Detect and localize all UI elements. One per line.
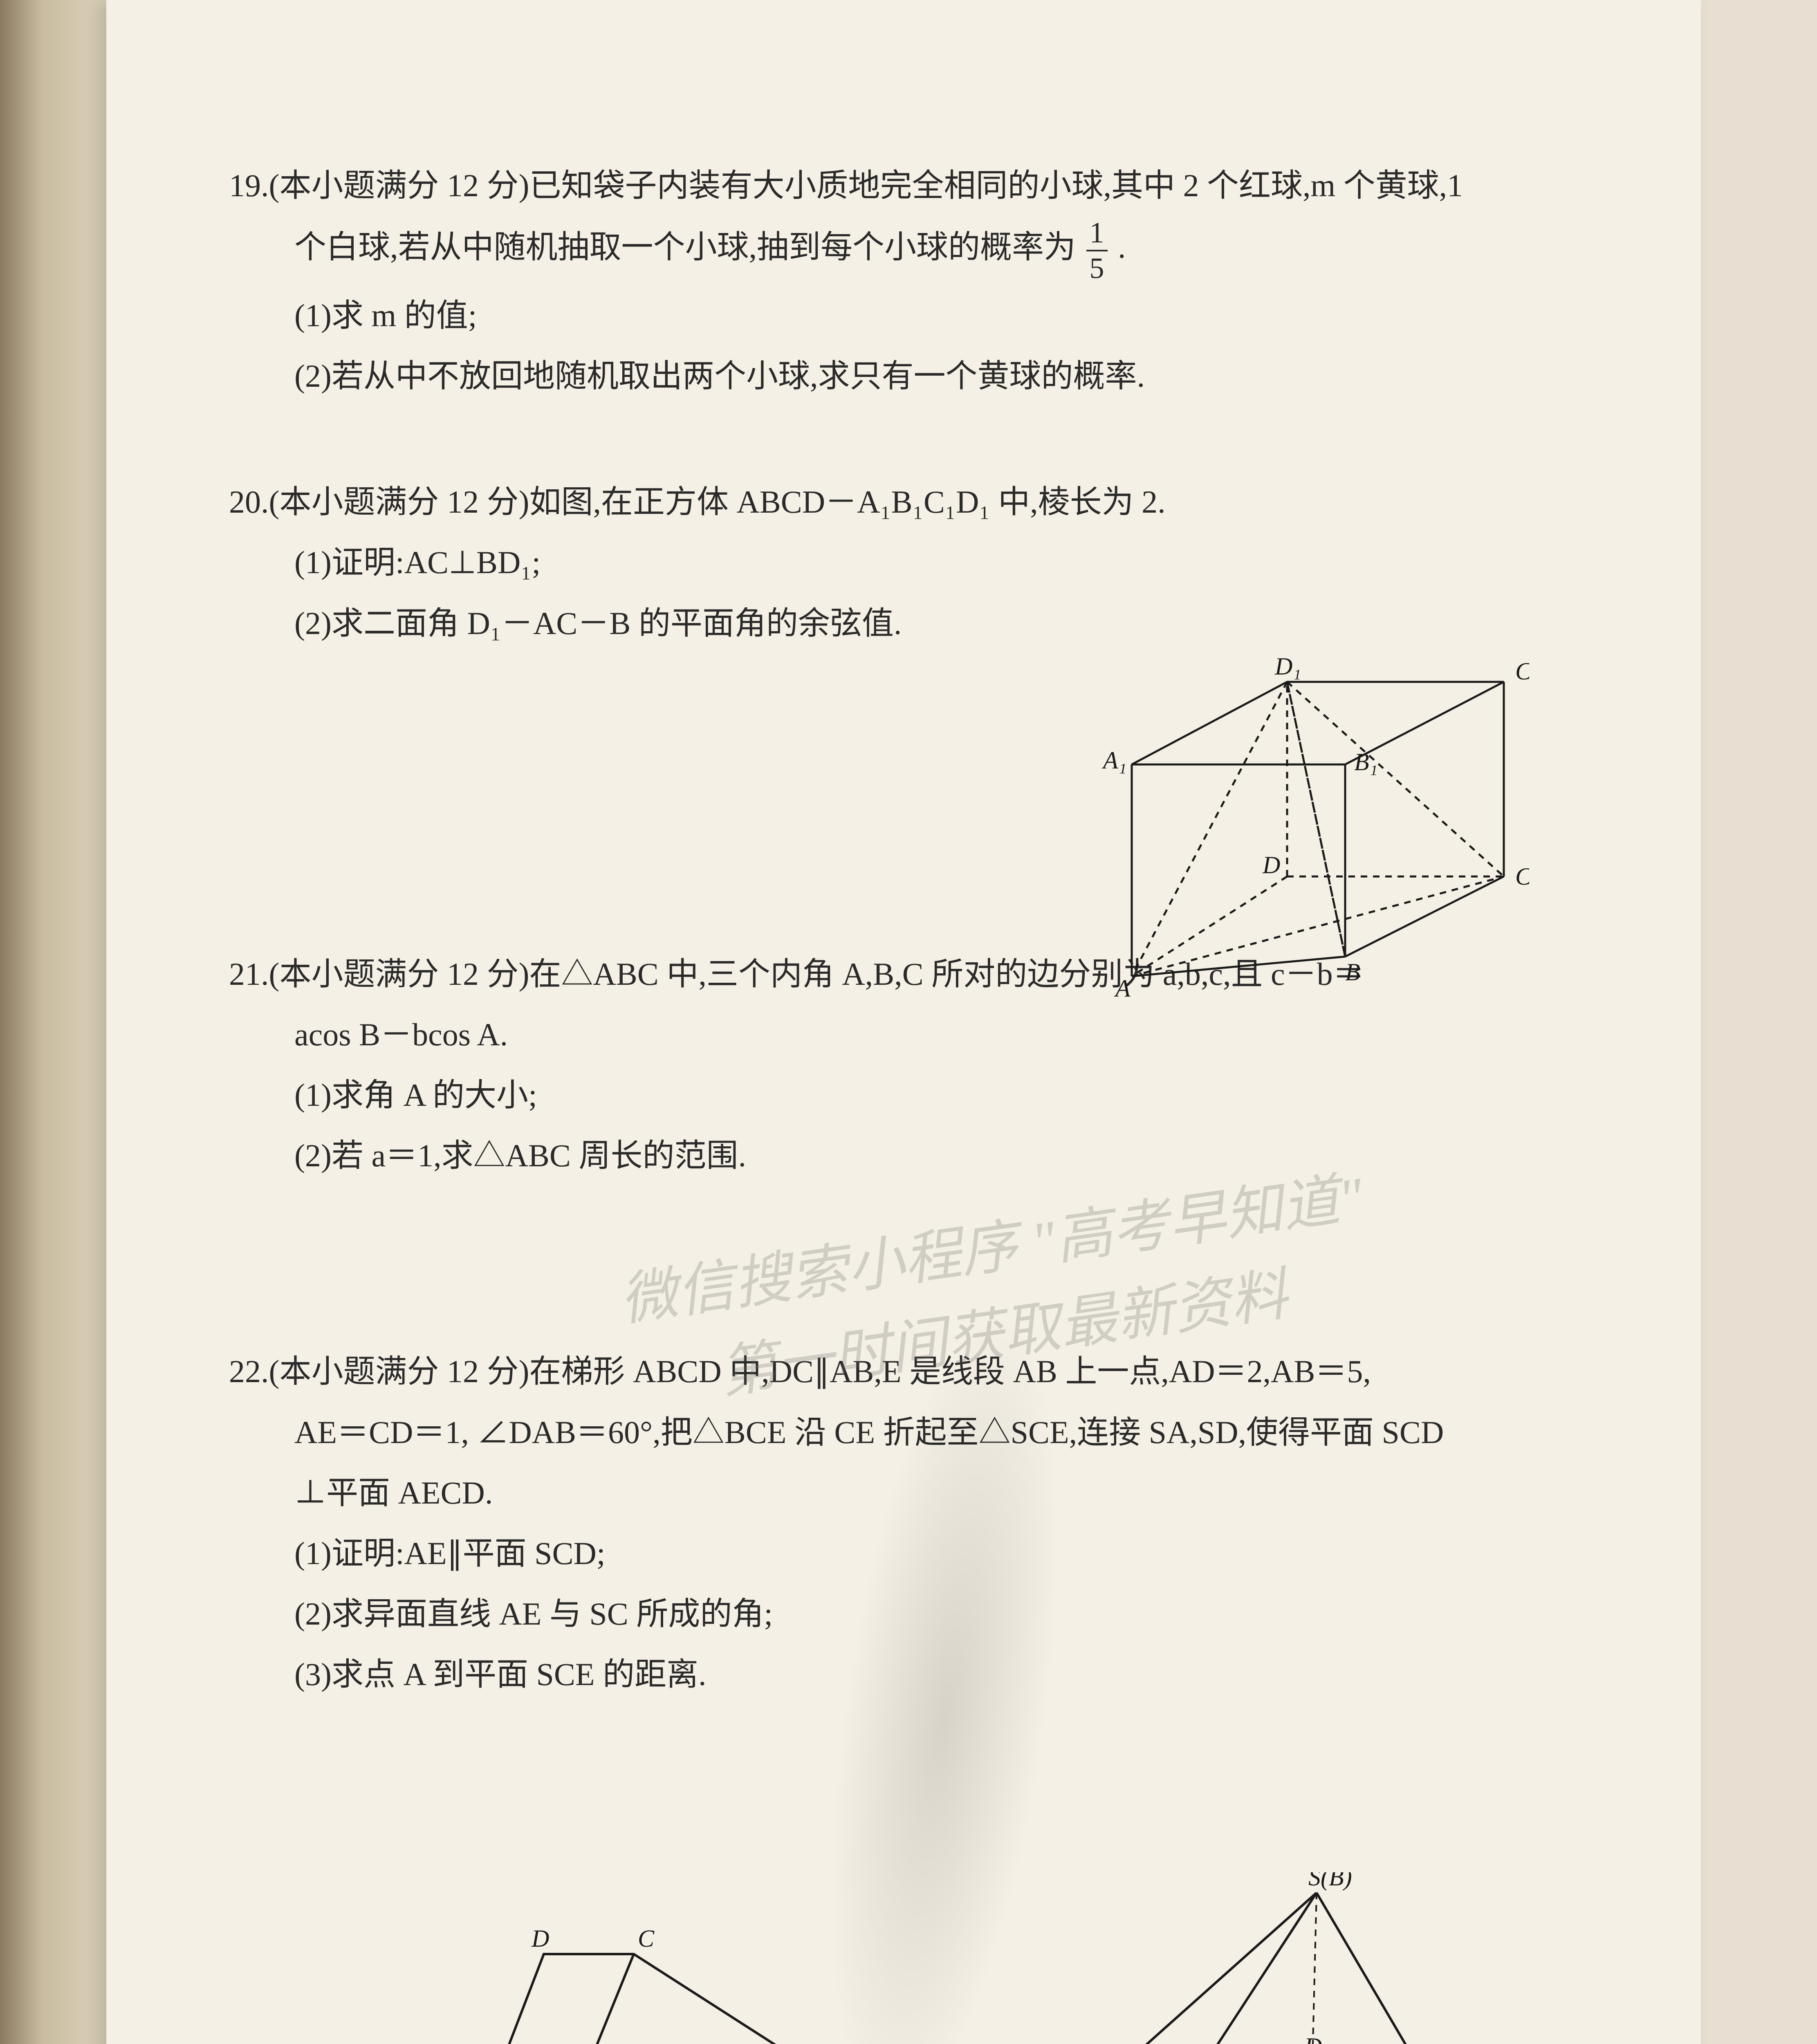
problem-22: 22.(本小题满分 12 分)在梯形 ABCD 中,DC∥AB,E 是线段 AB… <box>229 1341 1554 1705</box>
p19-line2-wrap: 个白球,若从中随机抽取一个小球,抽到每个小球的概率为 1 5 . <box>229 216 1554 285</box>
exam-page: 19.(本小题满分 12 分)已知袋子内装有大小质地完全相同的小球,其中 2 个… <box>106 0 1701 2044</box>
svg-text:A: A <box>1114 975 1131 1002</box>
p22-q2: (2)求异面直线 AE 与 SC 所成的角; <box>229 1584 1554 1644</box>
svg-text:C: C <box>638 1925 655 1952</box>
p19-line2: 个白球,若从中随机抽取一个小球,抽到每个小球的概率为 <box>294 229 1076 265</box>
p19-frac-den: 5 <box>1086 251 1108 285</box>
svg-text:D: D <box>1262 852 1280 879</box>
p20-q2: (2)求二面角 D₁－AC－B 的平面角的余弦值. <box>229 593 1554 654</box>
p19-frac: 1 5 <box>1086 216 1108 285</box>
p21-line2: acos B－bcos A. <box>229 1004 1554 1065</box>
p21-q2: (2)若 a＝1,求△ABC 周长的范围. <box>229 1125 1554 1186</box>
p19-header: 19.(本小题满分 12 分)已知袋子内装有大小质地完全相同的小球,其中 2 个… <box>229 155 1554 216</box>
svg-text:D: D <box>531 1925 549 1952</box>
p22-q1: (1)证明:AE∥平面 SCD; <box>229 1523 1554 1584</box>
svg-text:B: B <box>1345 959 1360 986</box>
book-spine <box>0 0 106 2044</box>
p22-header: 22.(本小题满分 12 分)在梯形 ABCD 中,DC∥AB,E 是线段 AB… <box>229 1341 1554 1402</box>
p22-q3: (3)求点 A 到平面 SCE 的距离. <box>229 1644 1554 1705</box>
svg-text:C: C <box>1515 863 1529 890</box>
p19-line2-after: . <box>1118 229 1126 265</box>
problem-20: 20.(本小题满分 12 分)如图,在正方体 ABCD－A₁B₁C₁D₁ 中,棱… <box>229 472 1554 654</box>
p20-header: 20.(本小题满分 12 分)如图,在正方体 ABCD－A₁B₁C₁D₁ 中,棱… <box>229 472 1554 532</box>
svg-text:C₁: C₁ <box>1515 658 1529 685</box>
p19-q2: (2)若从中不放回地随机取出两个小球,求只有一个黄球的概率. <box>229 346 1554 406</box>
cube-diagram: A B C D A₁ B₁ C₁ D₁ <box>1100 646 1529 1002</box>
svg-text:S(B): S(B) <box>1308 1872 1352 1891</box>
trapezoid-diagram: AEBDCAEDCS(B) <box>454 1872 1558 2044</box>
p22-line3: ⊥平面 AECD. <box>229 1463 1554 1523</box>
p21-q1: (1)求角 A 的大小; <box>229 1065 1554 1125</box>
svg-text:D₁: D₁ <box>1274 653 1301 680</box>
p19-q1: (1)求 m 的值; <box>229 285 1554 346</box>
problem-19: 19.(本小题满分 12 分)已知袋子内装有大小质地完全相同的小球,其中 2 个… <box>229 155 1554 406</box>
svg-text:B₁: B₁ <box>1354 749 1378 775</box>
p19-frac-num: 1 <box>1086 216 1108 251</box>
svg-text:D: D <box>1304 2033 1322 2044</box>
svg-text:A₁: A₁ <box>1101 747 1127 774</box>
p22-line2: AE＝CD＝1, ∠DAB＝60°,把△BCE 沿 CE 折起至△SCE,连接 … <box>229 1402 1554 1463</box>
p20-q1: (1)证明:AC⊥BD₁; <box>229 532 1554 593</box>
